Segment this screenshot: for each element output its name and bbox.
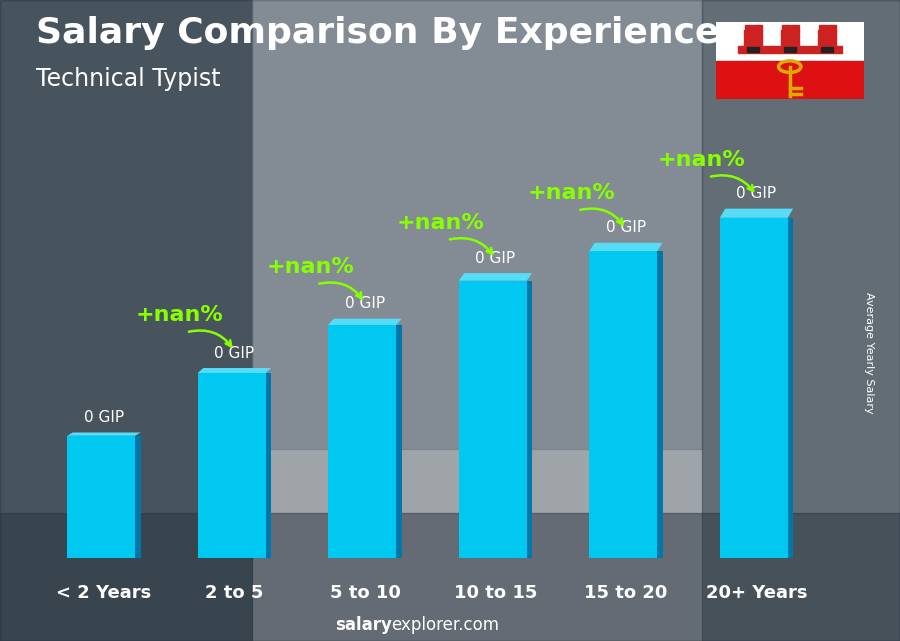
Text: +nan%: +nan% <box>397 213 484 233</box>
Bar <box>743 30 761 47</box>
FancyArrowPatch shape <box>320 283 362 298</box>
Bar <box>716 61 864 99</box>
Bar <box>784 47 796 53</box>
Text: 0 GIP: 0 GIP <box>84 410 124 425</box>
Text: 20+ Years: 20+ Years <box>706 583 807 601</box>
Text: 2 to 5: 2 to 5 <box>205 583 264 601</box>
Bar <box>716 22 864 61</box>
Bar <box>459 281 526 558</box>
Bar <box>738 46 842 53</box>
Text: +nan%: +nan% <box>136 305 223 325</box>
Polygon shape <box>328 319 401 325</box>
Text: 0 GIP: 0 GIP <box>606 221 646 235</box>
Polygon shape <box>590 243 662 251</box>
Text: Average Yearly Salary: Average Yearly Salary <box>863 292 874 413</box>
Bar <box>68 436 135 558</box>
FancyArrowPatch shape <box>189 331 231 346</box>
Bar <box>828 25 836 31</box>
Text: +nan%: +nan% <box>527 183 615 203</box>
Text: 0 GIP: 0 GIP <box>736 187 777 201</box>
Bar <box>788 218 793 558</box>
Text: salary: salary <box>335 616 392 634</box>
Bar <box>328 325 396 558</box>
Text: 10 to 15: 10 to 15 <box>454 583 537 601</box>
Text: 0 GIP: 0 GIP <box>345 296 385 312</box>
Polygon shape <box>720 209 793 218</box>
Bar <box>754 25 761 31</box>
Bar <box>720 218 788 558</box>
Text: 15 to 20: 15 to 20 <box>584 583 668 601</box>
Text: Technical Typist: Technical Typist <box>36 67 220 91</box>
Bar <box>657 251 662 558</box>
Bar <box>590 251 657 558</box>
Bar <box>747 47 759 53</box>
Text: +nan%: +nan% <box>266 257 354 277</box>
Bar <box>396 325 401 558</box>
Bar <box>135 436 140 558</box>
Text: 0 GIP: 0 GIP <box>214 345 255 361</box>
Bar <box>782 25 790 31</box>
Text: 0 GIP: 0 GIP <box>475 251 516 266</box>
Bar <box>252 0 702 449</box>
Bar <box>266 373 271 558</box>
FancyArrowPatch shape <box>580 208 623 224</box>
Bar <box>526 281 532 558</box>
Bar <box>781 30 798 47</box>
Bar <box>745 25 752 31</box>
Text: < 2 Years: < 2 Years <box>57 583 151 601</box>
Bar <box>818 30 836 47</box>
Bar <box>702 0 900 641</box>
Bar <box>791 25 798 31</box>
FancyArrowPatch shape <box>450 238 492 254</box>
Polygon shape <box>198 368 271 373</box>
Bar <box>0 513 900 641</box>
Polygon shape <box>68 433 140 436</box>
Text: +nan%: +nan% <box>658 150 745 170</box>
Text: 5 to 10: 5 to 10 <box>329 583 400 601</box>
Bar <box>198 373 266 558</box>
Polygon shape <box>459 273 532 281</box>
Bar <box>821 47 833 53</box>
Bar <box>0 0 252 641</box>
Text: Salary Comparison By Experience: Salary Comparison By Experience <box>36 16 719 50</box>
Bar <box>820 25 827 31</box>
Text: explorer.com: explorer.com <box>392 616 500 634</box>
FancyArrowPatch shape <box>711 176 753 191</box>
